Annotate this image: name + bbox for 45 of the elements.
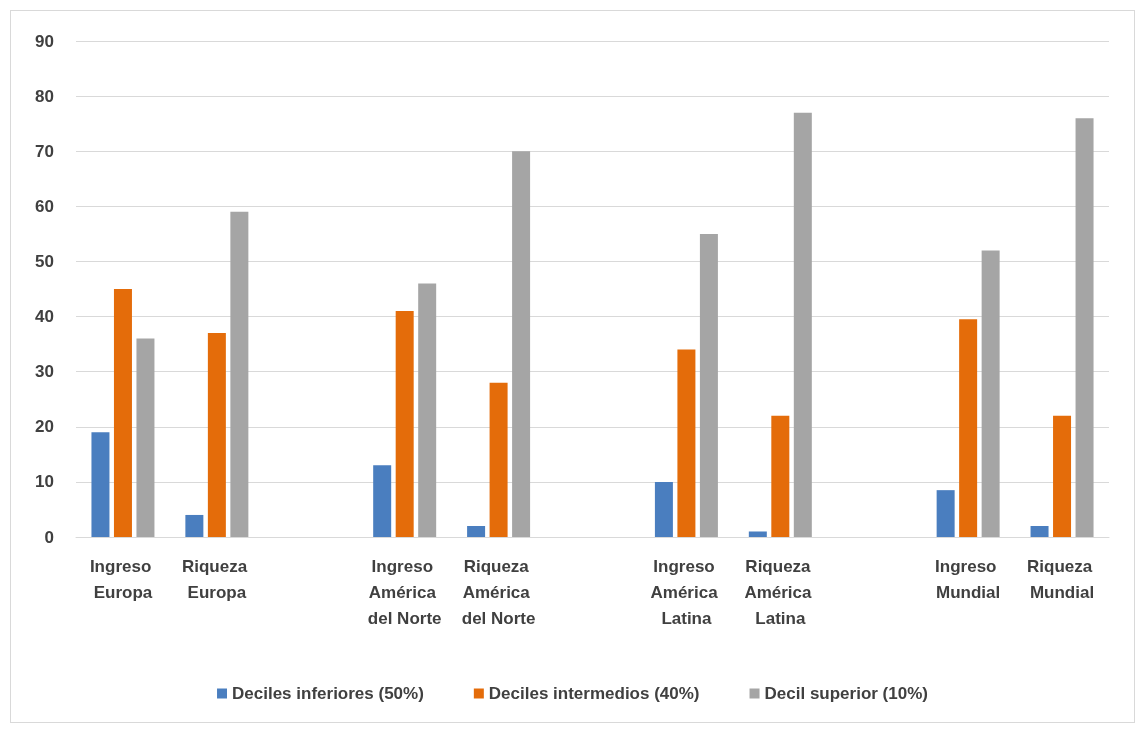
bar [748,531,767,537]
legend-label: Deciles intermedios (40%) [488,684,700,703]
x-tick-label: Ingreso América Latina [650,556,723,628]
bar [185,514,204,537]
bar [512,151,531,537]
bar [1053,415,1072,537]
bar [418,283,437,537]
y-tick-label: 50 [35,251,54,271]
bar [489,382,508,537]
x-tick-label: Ingreso Europa [89,556,157,602]
bar [395,311,414,537]
y-tick-label: 0 [44,527,54,547]
bar [91,432,110,537]
y-tick-label: 80 [35,86,54,106]
y-tick-label: 40 [35,307,54,327]
bar [959,319,978,537]
legend-label: Decil superior (10%) [764,684,928,703]
y-tick-label: 60 [35,196,54,216]
bar [1075,118,1094,537]
y-tick-label: 10 [35,472,54,492]
bar [981,250,1000,537]
x-tick-label: Riqueza Mundial [1027,556,1097,602]
bar [936,490,955,537]
x-tick-label: Riqueza América Latina [744,556,817,628]
bar [373,465,392,537]
bar [654,481,673,537]
y-tick-label: 90 [35,31,54,51]
bar [230,211,249,537]
bar [771,415,790,537]
legend-label: Deciles inferiores (50%) [232,684,424,703]
bar [793,112,812,537]
bar [677,349,696,537]
x-tick-label: Ingreso América del Norte [367,556,442,628]
y-tick-label: 70 [35,141,54,161]
x-tick-label: Riqueza Europa [181,556,252,602]
bar [113,289,132,537]
x-tick-label: Riqueza América del Norte [461,556,536,628]
x-tick-label: Ingreso Mundial [935,556,1002,602]
bar [699,233,718,537]
bar [1030,525,1049,537]
y-tick-label: 20 [35,417,54,437]
bar [136,338,155,537]
bar [467,525,486,537]
bar [207,333,226,537]
y-tick-label: 30 [35,362,54,382]
